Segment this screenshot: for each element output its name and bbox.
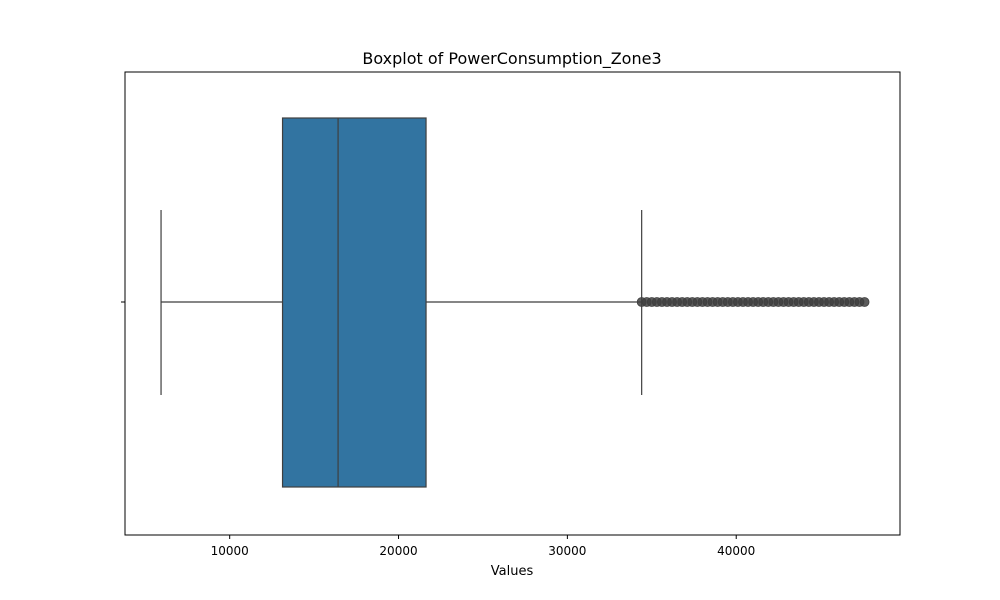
outlier-point <box>859 297 870 307</box>
box-group <box>160 117 643 488</box>
x-tick-label: 10000 <box>211 544 249 558</box>
plot-area-frame <box>124 71 901 536</box>
outliers-group <box>636 297 870 307</box>
x-axis: 10000 20000 30000 40000 <box>211 535 755 558</box>
x-tick-label: 20000 <box>379 544 417 558</box>
iqr-box <box>281 117 427 488</box>
x-tick-label: 40000 <box>717 544 755 558</box>
x-axis-label: Values <box>491 564 534 579</box>
x-tick-label: 30000 <box>548 544 586 558</box>
chart-title: Boxplot of PowerConsumption_Zone3 <box>362 49 661 69</box>
